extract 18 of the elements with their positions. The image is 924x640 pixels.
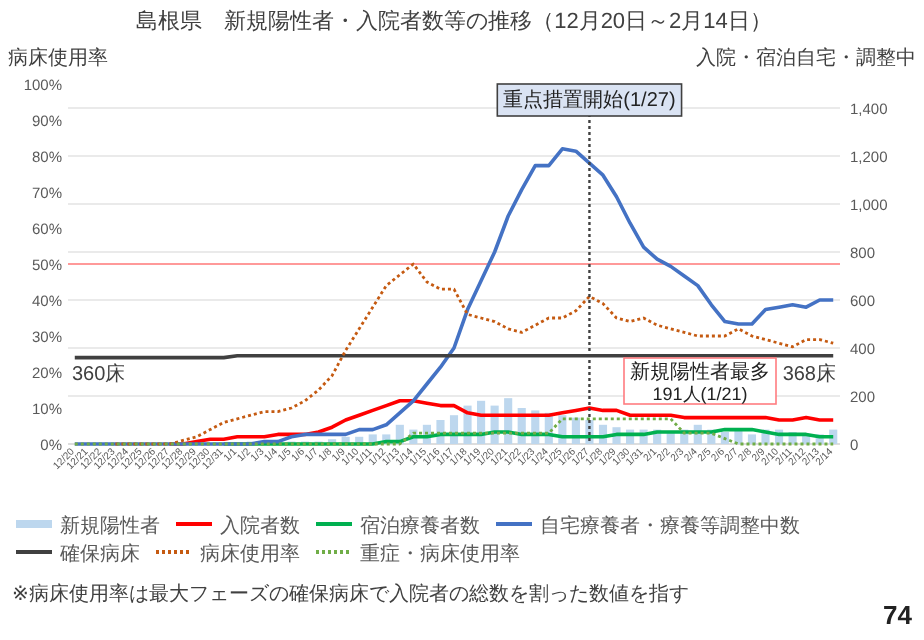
legend-label: 新規陽性者: [60, 514, 160, 538]
callout-box: 新規陽性者最多 191人(1/21): [623, 357, 777, 405]
legend-label: 入院者数: [220, 514, 300, 538]
annotation: 新規陽性者最多: [630, 360, 770, 384]
legend-label: 病床使用率: [200, 542, 300, 566]
legend-label: 重症・病床使用率: [360, 542, 520, 566]
text: 74: [883, 600, 914, 630]
text: ※病床使用率は最大フェーズの確保病床で入院者の総数を割った数値を指す: [12, 582, 689, 606]
annotation: 368床: [782, 362, 836, 386]
ref-line-label: 重点措置開始(1/27): [503, 88, 676, 112]
legend-label: 確保病床: [58, 542, 140, 566]
legend-label: 宿泊療養者数: [360, 514, 480, 538]
y-axis-title: 病床使用率: [8, 46, 108, 70]
legend-label: 自宅療養者・療養等調整中数: [540, 514, 800, 538]
chart-title: 島根県 新規陽性者・入院者数等の推移（12月20日～2月14日）: [136, 8, 772, 34]
annotation: 360床: [72, 362, 126, 386]
annotation: 191人(1/21): [652, 384, 748, 404]
y2-axis-title: 入院・宿泊自宅・調整中: [696, 46, 916, 70]
